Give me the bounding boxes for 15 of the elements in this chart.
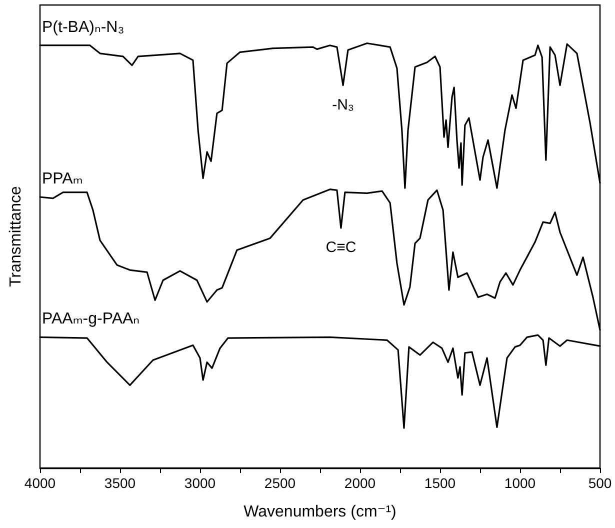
x-tick-label: 500 bbox=[588, 475, 612, 491]
x-tick-label: 1500 bbox=[424, 475, 456, 491]
series-label: P(t-BA)ₙ-N₃ bbox=[42, 18, 124, 36]
x-tick-label: 1000 bbox=[504, 475, 536, 491]
series-label: PPAₘ bbox=[42, 170, 83, 188]
x-axis-title: Wavenumbers (cm⁻¹) bbox=[244, 504, 396, 520]
x-tick-label: 2500 bbox=[264, 475, 296, 491]
x-tick-label: 3500 bbox=[104, 475, 136, 491]
y-axis-title: Transmittance bbox=[8, 186, 24, 287]
x-tick-label: 4000 bbox=[24, 475, 56, 491]
series-label: PAAₘ-g-PAAₙ bbox=[42, 310, 140, 328]
annotation: -N₃ bbox=[332, 96, 354, 114]
x-tick-label: 3000 bbox=[184, 475, 216, 491]
annotation: C≡C bbox=[326, 239, 356, 256]
x-tick-label: 2000 bbox=[344, 475, 376, 491]
